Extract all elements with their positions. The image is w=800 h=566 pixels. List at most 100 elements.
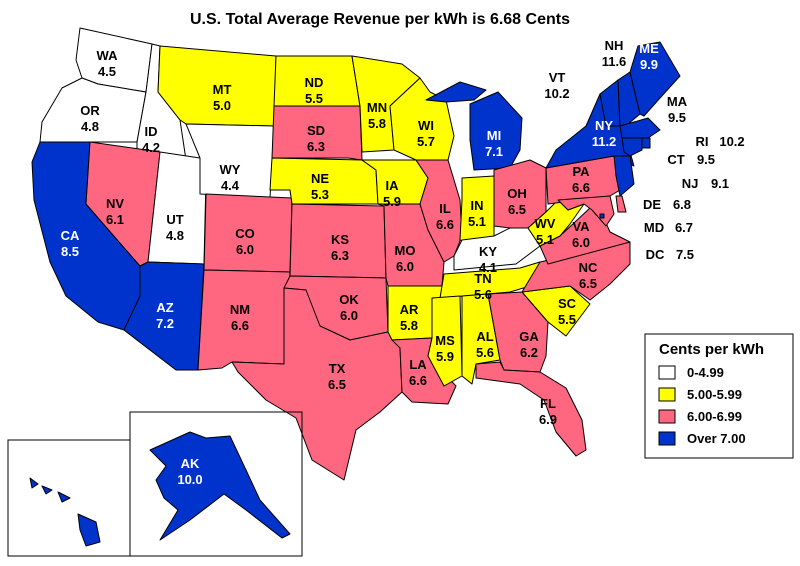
- state-abbr-ny: NY: [595, 118, 613, 133]
- state-value-id: 4.2: [142, 140, 160, 155]
- state-mi: [425, 81, 523, 171]
- state-value-sd: 6.3: [307, 139, 325, 154]
- legend-label: 0-4.99: [687, 365, 724, 380]
- state-value-il: 6.6: [436, 217, 454, 232]
- state-value-ny: 11.2: [592, 134, 617, 149]
- state-shapes: [29, 27, 681, 547]
- legend-swatch: [658, 431, 676, 446]
- state-abbr-ms: MS: [435, 333, 455, 348]
- state-value-ma: 9.5: [668, 110, 686, 125]
- state-abbr-vt: VT: [549, 70, 566, 85]
- state-value-ak: 10.0: [177, 472, 202, 487]
- state-value-tx: 6.5: [328, 377, 346, 392]
- state-abbr-sd: SD: [307, 123, 325, 138]
- state-abbr-ne: NE: [311, 171, 329, 186]
- legend-label: Over 7.00: [687, 431, 746, 446]
- state-abbr-al: AL: [476, 329, 493, 344]
- state-abbr-or: OR: [80, 103, 100, 118]
- state-value-la: 6.6: [409, 373, 427, 388]
- legend-title: Cents per kWh: [659, 341, 764, 358]
- state-value-mo: 6.0: [396, 259, 414, 274]
- state-value-md: 6.7: [675, 220, 693, 235]
- state-tx: [231, 287, 403, 481]
- state-abbr-il: IL: [439, 201, 451, 216]
- state-abbr-ma: MA: [667, 94, 688, 109]
- state-abbr-ut: UT: [166, 212, 183, 227]
- state-ct: [621, 137, 643, 157]
- state-abbr-mn: MN: [367, 100, 387, 115]
- state-abbr-nv: NV: [106, 196, 124, 211]
- state-abbr-nm: NM: [230, 302, 250, 317]
- state-nh: [617, 71, 641, 127]
- state-abbr-hi: HI: [36, 506, 49, 521]
- state-value-nd: 5.5: [305, 91, 323, 106]
- state-abbr-az: AZ: [156, 300, 173, 315]
- state-value-ia: 5.9: [383, 194, 401, 209]
- state-ma: [619, 117, 661, 139]
- state-abbr-ok: OK: [339, 292, 359, 307]
- state-value-nh: 11.6: [602, 54, 627, 69]
- state-abbr-wa: WA: [97, 48, 119, 63]
- state-abbr-dc: DC: [646, 247, 665, 262]
- state-ak: [149, 431, 291, 541]
- state-value-co: 6.0: [236, 242, 254, 257]
- state-ri: [641, 137, 651, 149]
- state-value-ne: 5.3: [311, 187, 329, 202]
- state-abbr-ct: CT: [667, 152, 684, 167]
- state-value-dc: 7.5: [676, 247, 694, 262]
- state-value-nv: 6.1: [106, 212, 124, 227]
- state-value-ut: 4.8: [166, 228, 184, 243]
- state-abbr-co: CO: [235, 226, 255, 241]
- state-de: [615, 195, 627, 213]
- state-value-de: 6.8: [673, 197, 691, 212]
- legend: Cents per kWh 0-4.99 5.00-5.99 6.00-6.99 Ov…: [644, 333, 794, 459]
- state-value-ar: 5.8: [400, 318, 418, 333]
- state-value-ri: 10.2: [719, 134, 744, 149]
- state-abbr-va: VA: [572, 219, 590, 234]
- state-abbr-mo: MO: [395, 243, 416, 258]
- state-nj: [613, 155, 635, 197]
- state-value-nm: 6.6: [231, 318, 249, 333]
- state-abbr-wi: WI: [418, 118, 434, 133]
- state-abbr-in: IN: [471, 198, 484, 213]
- state-value-ms: 5.9: [436, 349, 454, 364]
- state-value-ca: 8.5: [61, 244, 79, 259]
- state-nc: [521, 241, 631, 301]
- state-abbr-nh: NH: [605, 38, 624, 53]
- state-abbr-pa: PA: [572, 164, 590, 179]
- legend-label: 6.00-6.99: [687, 409, 742, 424]
- state-ms: [427, 295, 463, 387]
- state-il: [415, 159, 463, 263]
- state-abbr-tn: TN: [474, 271, 491, 286]
- state-abbr-wy: WY: [220, 162, 241, 177]
- state-abbr-nj: NJ: [682, 176, 699, 191]
- state-hi: [29, 477, 101, 547]
- inset-boxes: [7, 411, 303, 557]
- state-value-ks: 6.3: [331, 248, 349, 263]
- state-abbr-ak: AK: [181, 456, 200, 471]
- state-value-wy: 4.4: [221, 178, 240, 193]
- state-value-ga: 6.2: [520, 345, 538, 360]
- state-dc: [599, 213, 605, 219]
- map-title: U.S. Total Average Revenue per kWh is 6.…: [190, 11, 570, 28]
- state-value-pa: 6.6: [572, 180, 590, 195]
- state-abbr-wv: WV: [535, 216, 556, 231]
- state-value-sc: 5.5: [558, 312, 576, 327]
- state-abbr-mt: MT: [213, 82, 232, 97]
- state-abbr-mi: MI: [487, 128, 501, 143]
- state-value-va: 6.0: [572, 235, 590, 250]
- state-value-nj: 9.1: [711, 176, 729, 191]
- state-value-wv: 5.1: [536, 232, 554, 247]
- state-abbr-ky: KY: [479, 244, 497, 259]
- state-abbr-ar: AR: [400, 302, 419, 317]
- state-value-tn: 5.6: [474, 287, 492, 302]
- state-abbr-md: MD: [644, 220, 664, 235]
- state-abbr-de: DE: [643, 197, 661, 212]
- state-value-mn: 5.8: [368, 116, 386, 131]
- state-value-fl: 6.9: [539, 412, 557, 427]
- state-value-vt: 10.2: [544, 86, 569, 101]
- state-abbr-ga: GA: [519, 329, 539, 344]
- state-abbr-la: LA: [409, 357, 427, 372]
- legend-swatch: [658, 365, 676, 380]
